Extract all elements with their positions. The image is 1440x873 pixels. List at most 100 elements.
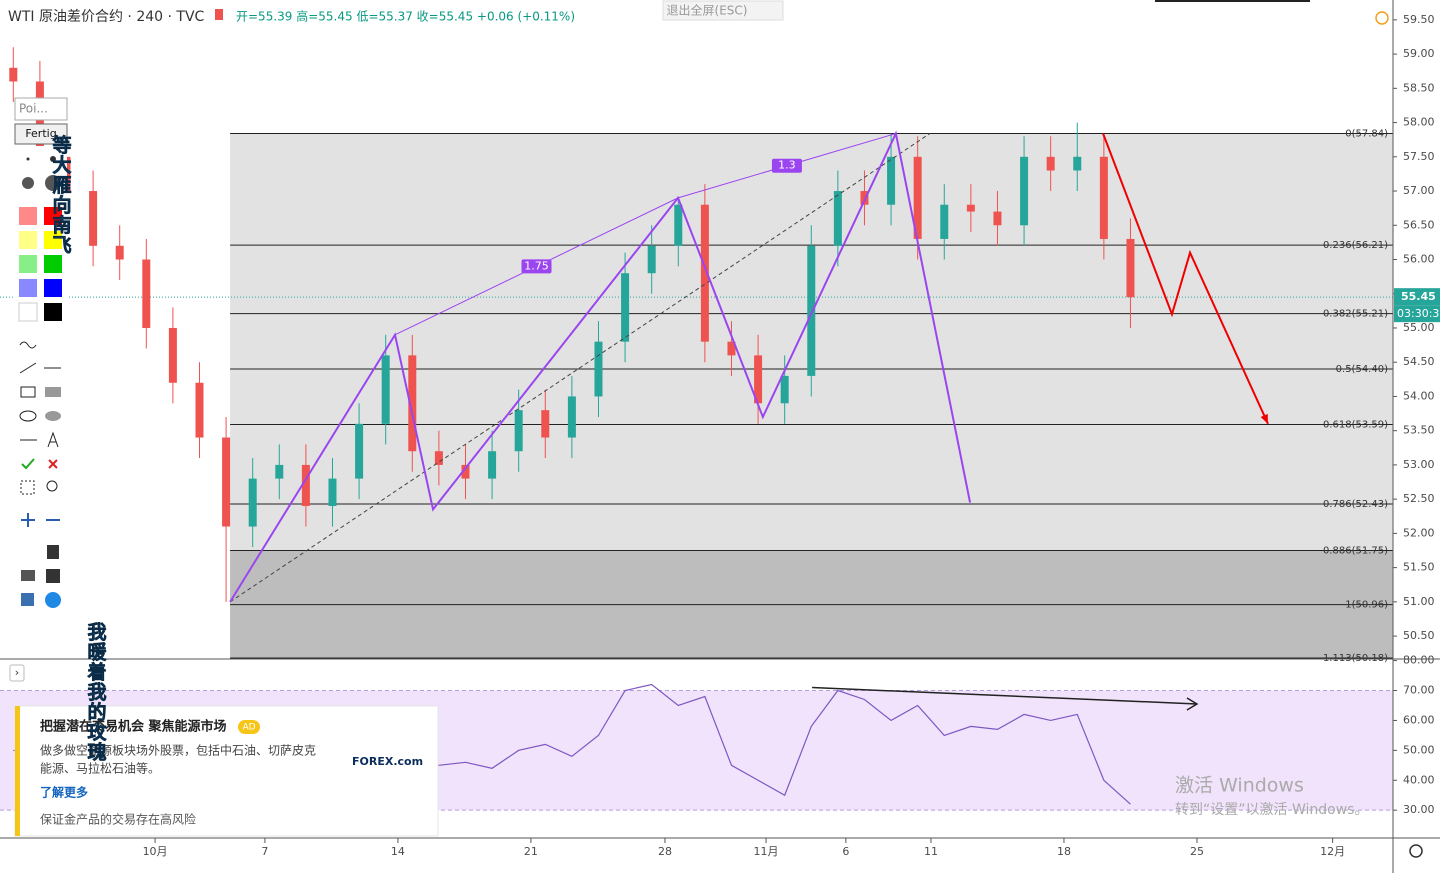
candle-body xyxy=(754,355,763,404)
candle-body xyxy=(168,327,177,383)
tool-delete[interactable] xyxy=(47,545,59,559)
tool-save[interactable] xyxy=(46,569,60,583)
fib-band xyxy=(230,550,1394,605)
tool-ok[interactable] xyxy=(21,458,35,470)
y-tick-label: 56.50 xyxy=(1403,218,1435,231)
fib-label: 1(50.96) xyxy=(1345,600,1388,611)
trendline xyxy=(229,133,931,603)
candle-body xyxy=(700,204,709,342)
plot-layer: 0(57.84) 0.236(56.21) 0.382(55.21) 0.5(54.4… xyxy=(0,13,1440,858)
price-tag xyxy=(1394,288,1440,306)
x-tick-label: 11月 xyxy=(754,845,779,858)
watermark: 激活 Windows xyxy=(1175,775,1304,797)
swatch[interactable] xyxy=(44,207,62,225)
exit-fullscreen-button[interactable] xyxy=(662,0,784,21)
tool-rect-fill[interactable] xyxy=(45,387,61,397)
tool-text[interactable] xyxy=(47,431,59,448)
candle-body xyxy=(461,464,470,479)
candle-body xyxy=(434,451,443,465)
pattern-leg xyxy=(394,133,897,336)
candle-body xyxy=(301,464,310,506)
fib-label: 0.236(56.21) xyxy=(1323,240,1388,251)
x-tick-label: 10月 xyxy=(143,845,168,858)
settings-icon[interactable] xyxy=(1409,844,1423,858)
tool-dot-medium[interactable] xyxy=(50,156,56,162)
countdown-tag xyxy=(1394,305,1440,323)
ad-body: 做多做空能源板块场外股票，包括中石油、切萨皮克 xyxy=(40,743,316,758)
candle-body xyxy=(514,410,523,452)
swatch[interactable] xyxy=(44,279,62,297)
overlay-text: 等大雁向南飞 xyxy=(50,134,73,255)
swatch[interactable] xyxy=(19,231,37,249)
candle-body xyxy=(1099,156,1108,239)
swatch[interactable] xyxy=(44,231,62,249)
exit-fullscreen: 退出全屏(ESC) xyxy=(667,3,748,18)
ad-badge: AD xyxy=(242,723,255,733)
fib-band xyxy=(230,503,1394,551)
candle-body xyxy=(621,273,630,342)
ad-link[interactable]: 了解更多 xyxy=(40,785,88,800)
y-tick-label: 80.00 xyxy=(1403,654,1435,667)
y-tick-label: 59.00 xyxy=(1403,47,1435,60)
tool-dot-large[interactable] xyxy=(22,177,34,189)
ohlc: 开=55.39 高=55.45 低=55.37 收=55.45 +0.06 (+… xyxy=(236,9,575,24)
x-tick-label: 18 xyxy=(1057,845,1071,858)
symbol: WTI 原油差价合约 · 240 · TVC xyxy=(8,9,205,25)
y-tick-label: 50.50 xyxy=(1403,629,1435,642)
candle-body xyxy=(89,191,98,246)
candle-body xyxy=(488,451,497,479)
tool-copy[interactable] xyxy=(21,593,34,606)
swatch[interactable] xyxy=(19,207,37,225)
candle-body xyxy=(780,375,789,404)
candle-body xyxy=(674,204,683,246)
tool-ellipse[interactable] xyxy=(19,410,37,422)
candle-body xyxy=(807,245,816,376)
x-tick-label: 25 xyxy=(1190,845,1204,858)
y-tick-label: 51.50 xyxy=(1403,561,1435,574)
candle-body xyxy=(966,204,975,212)
y-tick-label: 55.00 xyxy=(1403,321,1435,334)
candle-body xyxy=(833,191,842,246)
swatch[interactable] xyxy=(19,255,37,273)
tool-zoom[interactable] xyxy=(46,480,58,492)
swatch[interactable] xyxy=(18,302,38,322)
swatch[interactable] xyxy=(44,303,62,321)
tool-dot-xlarge[interactable] xyxy=(45,175,61,191)
tool-freehand[interactable] xyxy=(19,341,37,349)
ad-box[interactable] xyxy=(14,705,439,837)
fib-band xyxy=(230,604,1394,658)
x-tick-label: 12月 xyxy=(1320,845,1345,858)
tool-cancel[interactable] xyxy=(48,459,58,469)
candle-body xyxy=(1073,156,1082,171)
toolbar-input-box[interactable] xyxy=(14,97,68,121)
x-tick-label: 28 xyxy=(658,845,672,858)
tool-dot-small[interactable] xyxy=(26,157,30,161)
x-tick-label: 21 xyxy=(524,845,538,858)
tool-line[interactable] xyxy=(19,362,37,374)
pane-toggle[interactable] xyxy=(9,664,25,682)
alert-icon[interactable] xyxy=(1375,11,1389,25)
tool-plus[interactable] xyxy=(21,513,35,527)
rsi-divergence xyxy=(812,686,1197,705)
x-tick-label: 6 xyxy=(842,845,849,858)
swatch[interactable] xyxy=(19,279,37,297)
toolbar-button-box[interactable] xyxy=(14,123,68,145)
swatch[interactable] xyxy=(44,255,62,273)
tool-print[interactable] xyxy=(21,570,35,581)
ad-brand: FOREX.com xyxy=(352,755,423,768)
tool-ellipse-fill[interactable] xyxy=(45,411,61,421)
fib-label: 0.5(54.40) xyxy=(1336,364,1388,375)
candle-body xyxy=(940,204,949,239)
tool-info[interactable] xyxy=(45,592,61,608)
tool-select[interactable] xyxy=(20,480,35,495)
ratio-label: 1.3 xyxy=(778,159,796,172)
y-tick-label: 40.00 xyxy=(1403,773,1435,786)
tool-rect[interactable] xyxy=(20,386,36,398)
fib-label: 0.382(55.21) xyxy=(1323,309,1388,320)
candle-body xyxy=(647,245,656,274)
y-tick-label: 53.00 xyxy=(1403,458,1435,471)
y-tick-label: 59.50 xyxy=(1403,13,1435,26)
candle-body xyxy=(541,410,550,438)
